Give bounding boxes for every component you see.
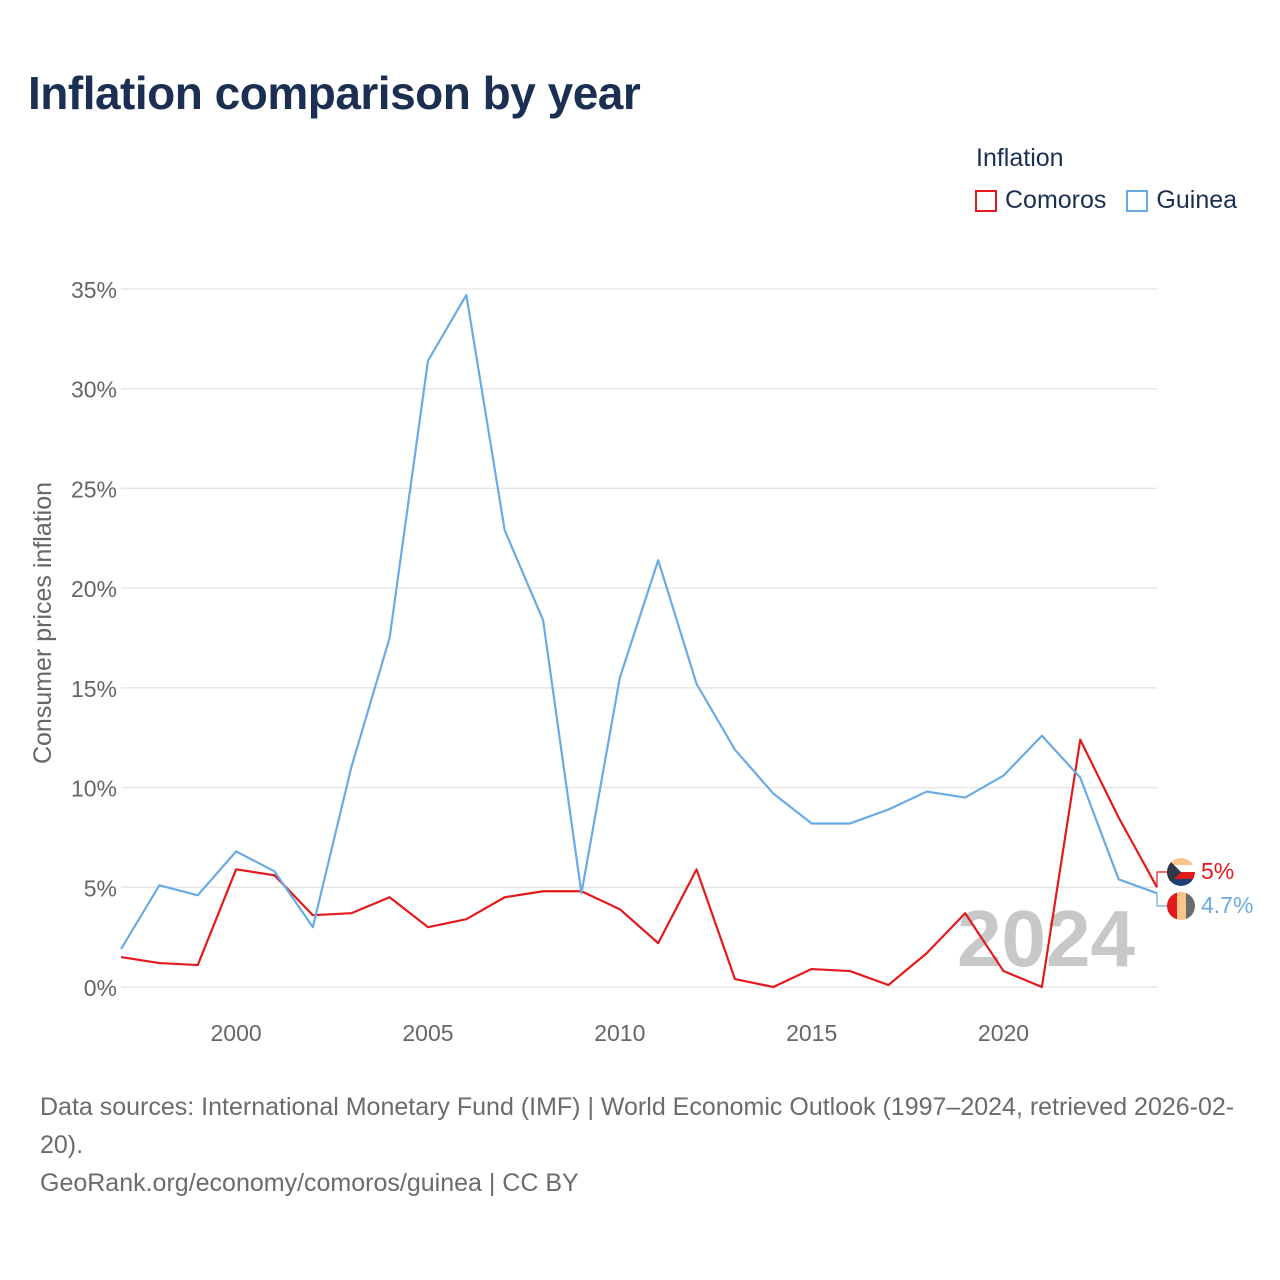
data-sources: Data sources: International Monetary Fun…	[40, 1093, 1235, 1159]
legend-title: Inflation	[976, 144, 1064, 172]
data-point-comoros[interactable]	[502, 894, 508, 900]
y-tick-label: 15%	[71, 676, 117, 702]
y-tick-label: 5%	[84, 875, 117, 901]
legend-swatch-comoros	[975, 189, 997, 212]
data-point-guinea[interactable]	[885, 807, 891, 813]
series-line-comoros[interactable]	[120, 738, 1158, 989]
data-point-guinea[interactable]	[962, 795, 968, 801]
y-tick-label: 35%	[71, 277, 117, 303]
data-point-comoros[interactable]	[387, 894, 393, 900]
data-point-guinea[interactable]	[1077, 775, 1083, 781]
data-point-comoros[interactable]	[847, 968, 853, 974]
data-point-comoros[interactable]	[233, 866, 239, 872]
data-point-guinea[interactable]	[271, 868, 277, 874]
data-point-comoros[interactable]	[885, 982, 891, 988]
data-point-guinea[interactable]	[502, 527, 508, 533]
end-markers: 5% 4.7%	[1156, 858, 1253, 920]
comoros-flag-icon	[1167, 858, 1195, 886]
data-point-comoros[interactable]	[156, 960, 162, 966]
data-point-comoros[interactable]	[540, 888, 546, 894]
data-point-guinea[interactable]	[924, 789, 930, 795]
x-tick-label: 2010	[594, 1020, 645, 1046]
data-point-guinea[interactable]	[732, 747, 738, 753]
data-point-guinea[interactable]	[578, 890, 584, 896]
data-point-comoros[interactable]	[1116, 814, 1122, 820]
chart-title: Inflation comparison by year	[28, 67, 641, 119]
line-chart: 0%5%10%15%20%25%30%35% 2000 2005 2010 2015 2…	[29, 277, 1253, 1046]
data-point-guinea[interactable]	[1116, 876, 1122, 882]
legend: Comoros Guinea	[975, 186, 1257, 215]
data-point-guinea[interactable]	[847, 820, 853, 826]
data-point-guinea[interactable]	[310, 924, 316, 930]
data-point-comoros[interactable]	[1039, 984, 1045, 990]
data-point-comoros[interactable]	[1077, 737, 1083, 743]
data-point-guinea[interactable]	[540, 617, 546, 623]
data-point-guinea[interactable]	[195, 892, 201, 898]
credit-link[interactable]: GeoRank.org/economy/comoros/guinea | CC …	[40, 1169, 579, 1197]
data-point-comoros[interactable]	[655, 940, 661, 946]
data-point-comoros[interactable]	[463, 916, 469, 922]
series-lines	[118, 292, 1158, 990]
data-point-guinea[interactable]	[617, 675, 623, 681]
footer: Data sources: International Monetary Fun…	[40, 1088, 1250, 1202]
legend-label-comoros: Comoros	[1005, 186, 1107, 214]
end-label-comoros: 5%	[1201, 858, 1234, 884]
x-tick-label: 2000	[211, 1020, 262, 1046]
x-tick-label: 2005	[402, 1020, 453, 1046]
data-point-comoros[interactable]	[118, 954, 124, 960]
legend-item-guinea[interactable]: Guinea	[1126, 186, 1237, 215]
x-tick-label: 2020	[978, 1020, 1029, 1046]
guinea-flag-icon	[1167, 892, 1195, 920]
data-point-comoros[interactable]	[809, 966, 815, 972]
y-tick-label: 30%	[71, 377, 117, 403]
connector-guinea	[1156, 893, 1167, 907]
grid-lines	[121, 288, 1157, 988]
y-tick-labels: 0% 5% 10% 15% 20% 25% 30% 35%	[71, 277, 117, 1001]
data-point-guinea[interactable]	[694, 681, 700, 687]
y-tick-label: 10%	[71, 776, 117, 802]
legend-label-guinea: Guinea	[1156, 186, 1238, 214]
x-tick-labels: 2000 2005 2010 2015 2020	[211, 1020, 1030, 1046]
data-point-guinea[interactable]	[156, 882, 162, 888]
data-point-guinea[interactable]	[233, 848, 239, 854]
data-point-guinea[interactable]	[463, 292, 469, 298]
data-point-comoros[interactable]	[617, 906, 623, 912]
data-point-guinea[interactable]	[348, 765, 354, 771]
data-point-guinea[interactable]	[118, 946, 124, 952]
data-point-guinea[interactable]	[655, 557, 661, 563]
data-point-comoros[interactable]	[694, 866, 700, 872]
data-point-comoros[interactable]	[195, 962, 201, 968]
data-point-comoros[interactable]	[1001, 968, 1007, 974]
legend-item-comoros[interactable]: Comoros	[975, 186, 1106, 215]
year-watermark: 2024	[957, 894, 1135, 983]
end-label-guinea: 4.7%	[1201, 892, 1253, 918]
data-point-guinea[interactable]	[770, 791, 776, 797]
data-point-comoros[interactable]	[770, 984, 776, 990]
data-point-guinea[interactable]	[387, 635, 393, 641]
series-line-guinea[interactable]	[120, 293, 1158, 950]
data-point-guinea[interactable]	[425, 358, 431, 364]
data-point-guinea[interactable]	[1039, 733, 1045, 739]
data-point-guinea[interactable]	[1001, 773, 1007, 779]
y-tick-label: 0%	[84, 975, 117, 1001]
data-point-guinea[interactable]	[809, 820, 815, 826]
y-axis-label: Consumer prices inflation	[29, 482, 57, 764]
y-tick-label: 25%	[71, 476, 117, 502]
data-point-comoros[interactable]	[348, 910, 354, 916]
data-point-comoros[interactable]	[732, 976, 738, 982]
legend-swatch-guinea	[1126, 189, 1149, 212]
x-tick-label: 2015	[786, 1020, 837, 1046]
data-point-comoros[interactable]	[962, 910, 968, 916]
data-point-comoros[interactable]	[924, 950, 930, 956]
connector-comoros	[1156, 871, 1167, 888]
y-tick-label: 20%	[71, 576, 117, 602]
data-point-comoros[interactable]	[425, 924, 431, 930]
